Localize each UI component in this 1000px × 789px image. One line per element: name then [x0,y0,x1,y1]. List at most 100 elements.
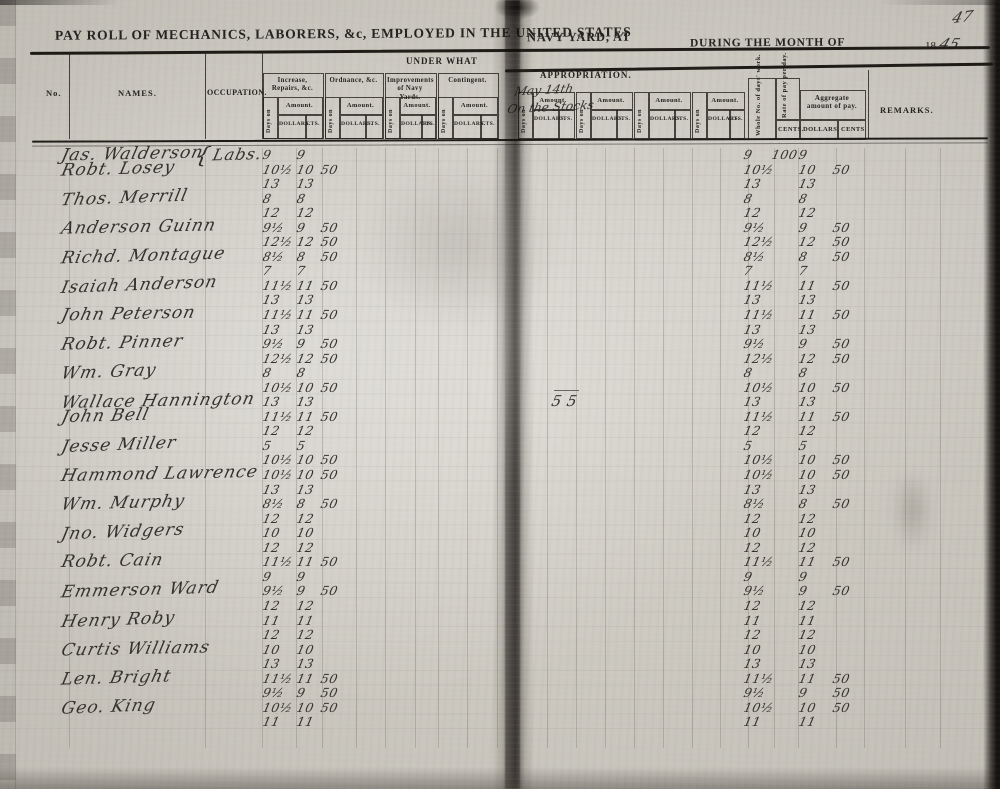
worker-name: Hammond Lawrence [59,461,261,487]
year-handwritten: 45 [936,35,963,53]
dollars-cell [453,115,482,139]
pay-value-left: 12 [295,539,316,555]
pay-value-right: 10 [797,699,818,715]
left-spine-edge [0,0,16,789]
pay-value-left: 12 [261,205,282,221]
pay-value-right: 50 [831,685,852,701]
pay-value-left: 10 [295,641,316,657]
payroll-row: Wm. Gray 8 8 8 8 10½ 10 50 10½ 10 50 [0,360,1000,394]
rate-of-pay-value: 100 [770,147,799,162]
pay-value-left: 9 [295,336,308,352]
pay-value-right: 8 [797,190,810,206]
pay-value-right: 13 [742,394,763,410]
occupation-entry: {Labs. [193,142,265,168]
column-rule [322,148,323,748]
days-on-cell [438,97,453,139]
pay-value-left: 50 [319,670,340,686]
pay-value-right: 50 [831,554,852,570]
pay-value-left: 11 [295,408,316,424]
column-rule [864,148,865,748]
column-rule [296,148,297,748]
amount-cell [278,97,323,115]
pay-value-right: 50 [831,336,852,352]
pay-value-left: 9 [261,568,274,584]
column-rule [605,148,606,748]
pay-value-left: 12 [295,234,316,250]
pay-value-left: 11½ [261,554,295,570]
worker-name: Henry Roby [59,607,178,632]
pay-value-left: 5 [295,437,308,453]
pay-value-right: 8 [797,248,810,264]
column-rule [720,148,721,748]
pay-value-right: 5 [797,437,810,453]
amount-cell [591,92,633,110]
column-rule [576,148,577,748]
pay-value-right: 9 [742,568,755,584]
pay-value-right: 11½ [742,554,776,570]
under-what-label: UNDER WHAT [406,56,478,66]
payroll-rows: Jas. Walderson {Labs. 9 9 9 9 100 Robt. Losey 10… [0,143,1000,729]
title-navy-yard: NAVY YARD, AT [526,29,632,45]
pay-value-left: 8 [261,190,274,206]
pay-value-left: 10 [295,161,316,177]
amount-label: Amount. [539,97,567,104]
column-rule [467,148,468,748]
pay-value-right: 9½ [742,219,767,235]
pay-value-right: 11½ [742,307,776,323]
pay-value-left: 10 [261,525,282,541]
pay-value-left: 13 [261,292,282,308]
pay-value-left: 11½ [261,408,295,424]
pay-value-right: 13 [742,176,763,192]
amount-cell [400,97,436,115]
pay-value-right: 12 [742,205,763,221]
pay-value-right: 50 [831,277,852,293]
amount-label: Amount. [460,102,489,109]
pay-value-right: 13 [742,321,763,337]
pay-value-right: 10 [797,467,818,483]
pay-value-right: 12 [742,627,763,643]
column-rule [385,148,386,748]
pay-value-right: 12½ [742,234,776,250]
pay-value-right: 7 [797,263,810,279]
pay-value-right: 8 [797,365,810,381]
pay-value-left: 8 [295,248,308,264]
pay-value-right: 10 [797,641,818,657]
dollars-label: DOLLARS. [592,116,624,122]
pay-value-right: 11½ [742,670,776,686]
pay-value-left: 50 [319,350,340,366]
pay-value-right: 12 [797,597,818,613]
pay-value-right: 50 [831,307,852,323]
payroll-row: Thos. Merrill 8 8 8 8 12 12 12 12 [0,185,1000,221]
rate-cents-label: CENTS. [778,126,804,133]
days-on-label: Days on [637,108,643,133]
pay-value-left: 11½ [261,277,295,293]
pay-value-right: 50 [831,161,852,177]
column-rule [634,148,635,748]
pay-value-left: 9 [261,147,274,162]
pay-value-right: 10 [797,525,818,541]
pay-value-right: 8½ [742,248,767,264]
pay-value-left: 50 [319,699,340,715]
pay-value-left: 13 [295,176,316,192]
cts-label: CTS. [674,116,689,122]
pay-value-right: 13 [797,481,818,497]
pay-value-left: 12 [295,510,316,526]
amount-cell [649,92,691,110]
pay-value-left: 50 [319,685,340,701]
column-rule [905,148,906,748]
pay-value-left: 12 [295,597,316,613]
pay-value-right: 13 [797,292,818,308]
pay-value-left: 50 [319,336,340,352]
column-rule [356,148,357,748]
pay-value-left: 12½ [261,234,295,250]
cts-label: CTS. [421,121,435,127]
bottom-page-shadow [0,767,1000,789]
pay-value-left: 50 [319,219,340,235]
pay-value-right: 12 [742,597,763,613]
pay-value-right: 10 [742,525,763,541]
cts-cell [558,110,575,139]
pay-value-right: 9 [797,568,810,584]
pay-value-left: 8 [295,496,308,512]
pay-value-right: 9 [797,336,810,352]
pay-value-right: 50 [831,452,852,468]
